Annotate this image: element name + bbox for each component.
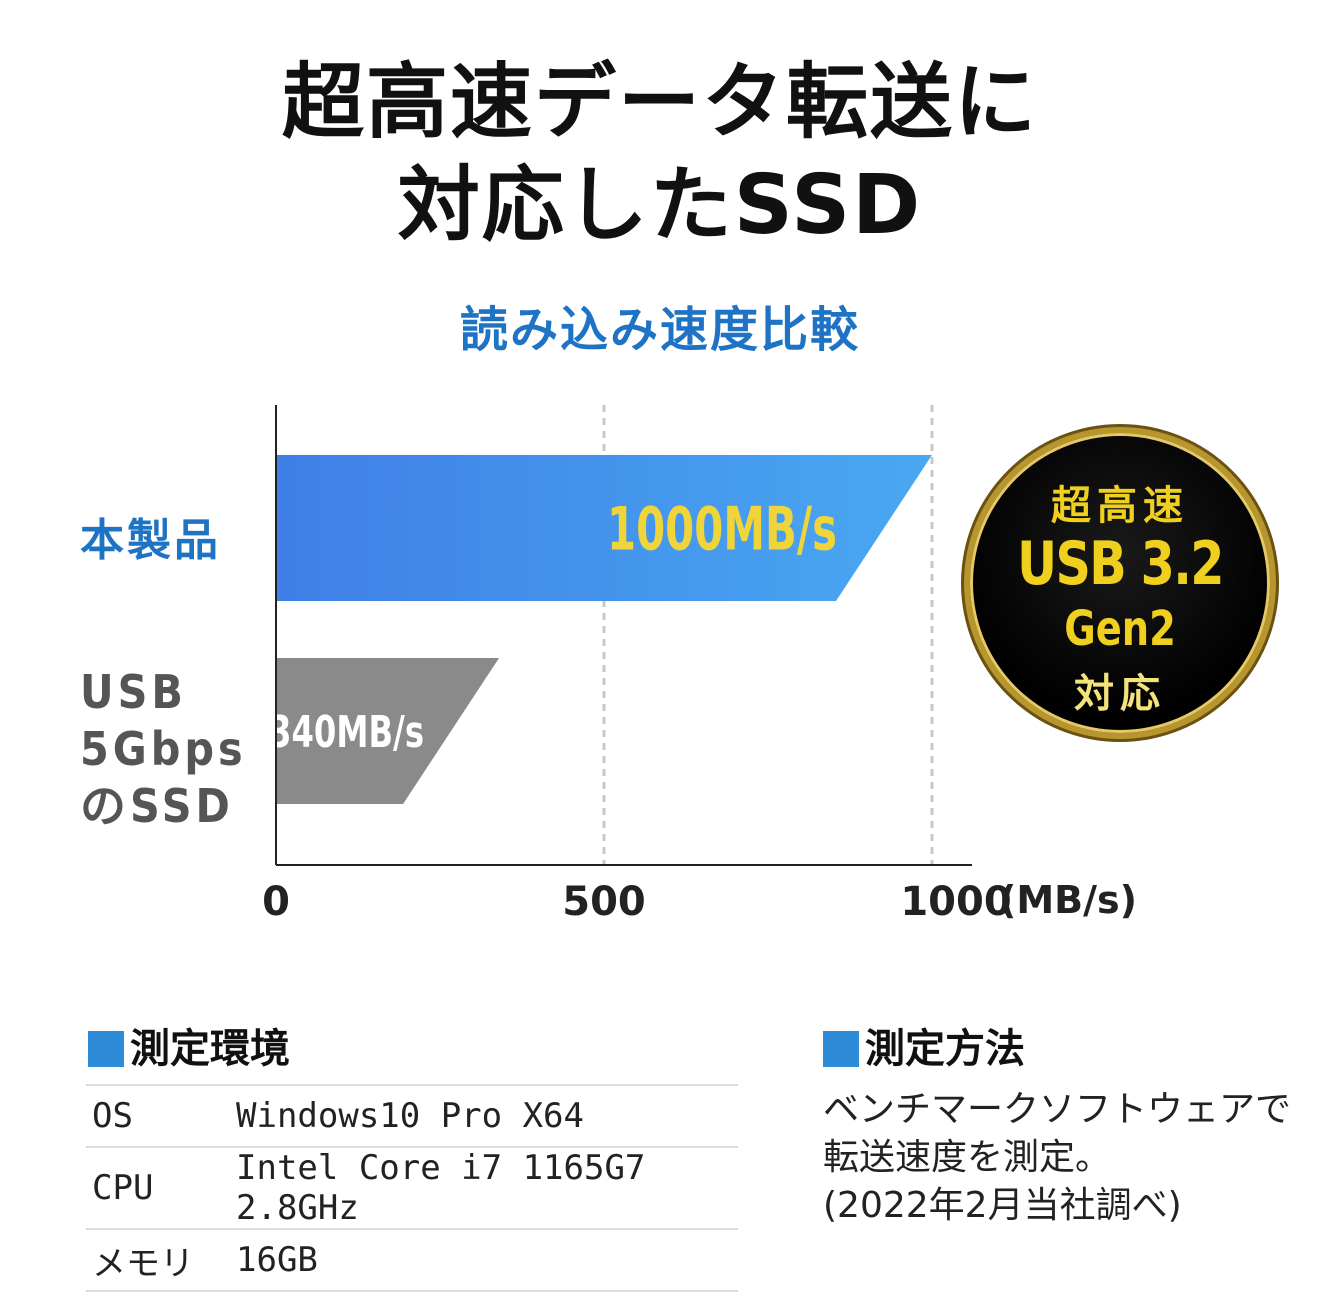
env-value: 16GB <box>230 1228 738 1292</box>
x-tick-label: 1000 <box>900 879 1011 925</box>
method-line: (2022年2月当社調べ) <box>823 1185 1182 1226</box>
bar-1 <box>276 658 500 804</box>
env-value: Intel Core i7 1165G7 2.8GHz <box>230 1146 738 1229</box>
environment-table: OS Windows10 Pro X64 CPU Intel Core i7 1… <box>86 1084 738 1292</box>
badge-line3: Gen2 <box>1064 601 1176 657</box>
badge-line4: 対応 <box>1074 671 1166 717</box>
badge-line2: USB 3.2 <box>1017 529 1224 599</box>
usb-gen2-badge: 超高速 USB 3.2 Gen2 対応 <box>970 433 1270 733</box>
env-key: CPU <box>86 1146 230 1229</box>
method-line: 転送速度を測定。 <box>823 1137 1112 1178</box>
bar-0 <box>276 455 932 601</box>
square-bullet-icon <box>823 1031 859 1067</box>
x-tick-label: 0 <box>262 879 290 925</box>
env-key: メモリ <box>86 1228 230 1292</box>
page-title-line1: 超高速データ転送に <box>281 55 1038 150</box>
badge-line1: 超高速 <box>1051 483 1189 529</box>
category-label-product: 本製品 <box>80 515 221 566</box>
env-key: OS <box>86 1084 230 1147</box>
table-row: CPU Intel Core i7 1165G7 2.8GHz <box>86 1146 738 1229</box>
bar-chart: 1000MB/s 340MB/s 0 500 1000(MB/s) <box>262 405 1137 925</box>
category-label-usb5gbps: USB 5GbpsのSSD <box>80 665 247 833</box>
x-tick-label: 500 <box>562 879 646 925</box>
square-bullet-icon <box>88 1031 124 1067</box>
method-text: ベンチマークソフトウェアで 転送速度を測定。 (2022年2月当社調べ) <box>823 1086 1303 1230</box>
table-row: メモリ 16GB <box>86 1228 738 1292</box>
env-value: Windows10 Pro X64 <box>230 1084 738 1147</box>
page-title-line2: 対応したSSD <box>397 158 923 253</box>
x-unit-label: (MB/s) <box>999 878 1137 922</box>
method-line: ベンチマークソフトウェアで <box>823 1089 1292 1130</box>
method-title: 測定方法 <box>823 1016 1025 1074</box>
environment-title: 測定環境 <box>88 1016 290 1074</box>
table-row: OS Windows10 Pro X64 <box>86 1084 738 1147</box>
bar-value-label-1: 340MB/s <box>269 707 424 758</box>
bar-value-label-0: 1000MB/s <box>607 495 837 565</box>
chart-title: 読み込み速度比較 <box>459 302 860 358</box>
